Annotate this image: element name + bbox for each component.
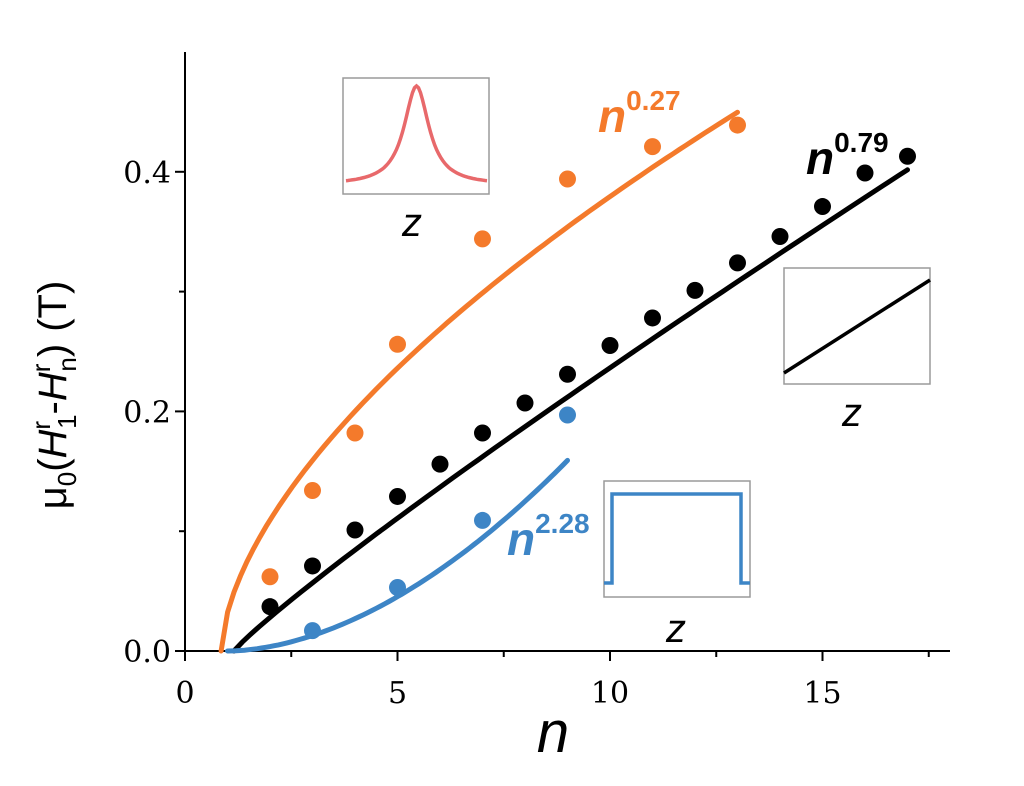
- svg-text:μ0(Hr1-Hrn)(T): μ0(Hr1-Hrn)(T): [26, 281, 82, 510]
- data-point-series-0: [346, 424, 364, 442]
- data-point-series-0: [304, 481, 321, 499]
- fit-curves: [218, 109, 910, 654]
- series-label-orange-exp: 0.27: [626, 85, 681, 116]
- inset-peak-curve: [345, 83, 488, 183]
- data-point-series-1: [856, 164, 874, 182]
- y-title-open: (: [31, 458, 75, 472]
- y-title-hn: H: [31, 372, 75, 401]
- x-axis-title: n: [537, 700, 569, 765]
- x-tick-label: 10: [591, 676, 629, 711]
- series-label-black-base: n: [806, 132, 834, 184]
- y-tick-label: 0.4: [123, 156, 171, 191]
- inset-peak: z: [342, 77, 490, 245]
- data-point-series-0: [559, 170, 576, 188]
- data-point-series-2: [389, 579, 406, 597]
- data-points: [261, 116, 916, 640]
- inset-step: z: [603, 480, 751, 651]
- inset-peak-label: z: [401, 201, 422, 245]
- data-point-series-1: [601, 337, 619, 355]
- series-label-blue-base: n: [507, 513, 535, 565]
- inset-step-label: z: [665, 607, 686, 651]
- y-title-unit: (T): [31, 281, 75, 332]
- fit-curve-0: [218, 109, 740, 654]
- fit-curve-2: [225, 457, 570, 654]
- series-label-black: n0.79: [806, 127, 889, 184]
- x-tick-label: 5: [388, 676, 407, 711]
- inset-linear-label: z: [841, 391, 862, 435]
- data-point-series-1: [516, 394, 534, 412]
- data-point-series-1: [304, 557, 321, 575]
- inset-linear-curve: [783, 278, 931, 375]
- y-title-h1-sub: 1: [52, 414, 82, 428]
- data-point-series-0: [261, 568, 279, 586]
- data-point-series-0: [389, 335, 406, 353]
- data-point-series-1: [686, 281, 704, 299]
- data-point-series-1: [431, 455, 449, 473]
- data-point-series-1: [346, 521, 364, 539]
- fit-curve-1: [231, 167, 910, 654]
- data-point-series-1: [261, 598, 279, 616]
- inset-linear: z: [783, 267, 931, 435]
- y-title-mu: μ: [31, 486, 75, 509]
- data-point-series-1: [899, 147, 916, 165]
- data-point-series-2: [474, 511, 491, 529]
- y-title-close: ): [31, 344, 75, 357]
- y-title-h1-sup: r: [26, 421, 56, 430]
- data-point-series-1: [644, 309, 661, 327]
- y-title-h1: H: [31, 429, 75, 458]
- inset-step-curve: [604, 492, 750, 585]
- data-point-series-1: [559, 365, 576, 383]
- series-label-blue-exp: 2.28: [535, 508, 590, 539]
- series-label-orange: n0.27: [598, 85, 681, 142]
- inset-step-frame: [603, 480, 751, 598]
- axes: 0 5 10 15 0.0 0.2 0.4: [123, 52, 950, 711]
- data-point-series-2: [559, 406, 576, 424]
- data-point-series-0: [474, 230, 491, 248]
- data-point-series-1: [771, 227, 789, 245]
- data-point-series-1: [389, 487, 406, 505]
- x-tick-label: 15: [803, 676, 841, 711]
- series-label-blue: n2.28: [507, 508, 590, 565]
- y-title-hn-sup: r: [26, 363, 56, 372]
- data-point-series-1: [474, 424, 491, 442]
- y-tick-label: 0.0: [123, 635, 171, 670]
- y-title-minus: -: [31, 401, 75, 414]
- y-title-mu-sub: 0: [52, 472, 82, 486]
- data-point-series-0: [729, 116, 746, 134]
- series-label-black-exp: 0.79: [834, 127, 889, 158]
- data-point-series-2: [304, 622, 321, 640]
- x-tick-label: 0: [175, 676, 194, 711]
- data-point-series-1: [729, 254, 746, 272]
- data-point-series-1: [814, 198, 831, 216]
- series-label-orange-base: n: [598, 90, 626, 142]
- y-title-hn-sub: n: [52, 357, 82, 371]
- y-tick-label: 0.2: [123, 395, 171, 430]
- y-axis-title: μ0(Hr1-Hrn)(T): [26, 281, 82, 510]
- data-point-series-0: [644, 138, 661, 156]
